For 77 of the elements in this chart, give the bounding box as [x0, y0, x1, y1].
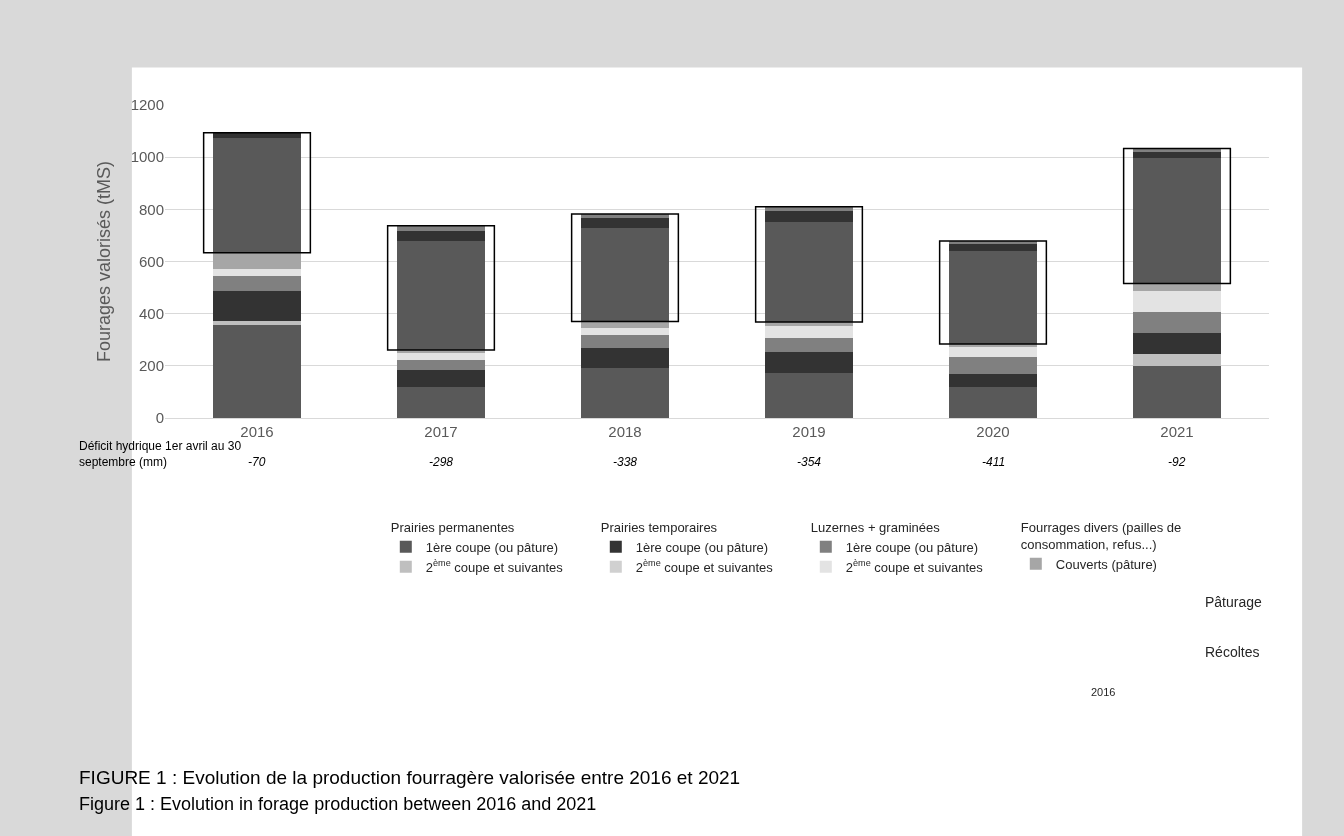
- bar: [1132, 365, 1222, 418]
- bar: [948, 386, 1038, 418]
- bar: [1132, 157, 1222, 284]
- legend-label: 2$^{ème}$ coupe et suivantes: [635, 558, 774, 575]
- text: -338: [613, 455, 638, 469]
- x-tick-label: 2020: [976, 423, 1010, 440]
- bar: [212, 269, 302, 277]
- text: -70: [248, 455, 266, 469]
- bar: [396, 359, 486, 371]
- y-tick-label: 800: [138, 200, 164, 218]
- legend-label: Couverts (pâture): [1055, 556, 1157, 572]
- bar: [580, 368, 670, 418]
- x-tick-label: 2021: [1160, 423, 1194, 440]
- bar: [212, 291, 302, 322]
- bar: [948, 244, 1038, 252]
- text: Luzernes + graminées: [810, 519, 941, 535]
- y-tick-label: 200: [138, 357, 164, 375]
- text: -298: [429, 455, 454, 469]
- bar: [396, 370, 486, 387]
- bar: [948, 357, 1038, 374]
- bar: [764, 326, 854, 339]
- legend-label: 1ère coupe (ou pâture): [425, 539, 559, 555]
- x-tick-label: 2017: [424, 423, 458, 440]
- y-tick-label: 0: [155, 409, 164, 427]
- text: Prairies temporaires: [600, 519, 718, 535]
- bar: [764, 352, 854, 374]
- text: -411: [982, 455, 1006, 469]
- x-tick-label: 2019: [792, 423, 826, 440]
- y-tick-label: 1000: [130, 148, 164, 166]
- y-tick-label: 600: [138, 252, 164, 270]
- bar: [948, 346, 1038, 358]
- bar: [580, 334, 670, 349]
- legend-label: 2$^{ème}$ coupe et suivantes: [425, 558, 564, 575]
- bar: [764, 221, 854, 323]
- text: Pâturage: [1205, 594, 1263, 610]
- bar: [396, 240, 486, 350]
- bar: [396, 353, 486, 360]
- legend-label: 2$^{ème}$ coupe et suivantes: [845, 558, 984, 575]
- text: -92: [1168, 455, 1186, 469]
- bar: [212, 321, 302, 326]
- bar: [212, 325, 302, 418]
- x-tick-label: 2018: [608, 423, 642, 440]
- x-tick-label: 2016: [240, 423, 274, 440]
- bar: [212, 137, 302, 253]
- bar: [396, 386, 486, 418]
- bar: [764, 373, 854, 418]
- text: Récoltes: [1205, 644, 1260, 660]
- bar: [948, 251, 1038, 344]
- bar: [580, 348, 670, 369]
- bar: [1132, 291, 1222, 313]
- text: Fourrages divers (pailles de consommation, refus...): [1020, 519, 1182, 552]
- legend-label: 1ère coupe (ou pâture): [635, 539, 769, 555]
- bar: [580, 218, 670, 228]
- bar: [764, 338, 854, 353]
- y-tick-label: 1200: [130, 96, 164, 114]
- bar: [948, 373, 1038, 387]
- y-axis-title: Fourages valorisés (tMS): [93, 160, 114, 363]
- bar: [1132, 151, 1222, 158]
- bar: [1132, 354, 1222, 366]
- bar: [580, 328, 670, 335]
- bar: [764, 206, 854, 211]
- bar: [1132, 312, 1222, 333]
- text: Prairies permanentes: [390, 519, 515, 535]
- bar: [212, 276, 302, 292]
- bar: [580, 227, 670, 322]
- y-tick-label: 400: [138, 304, 164, 322]
- text: Déficit hydrique 1er avril au 30 septembre (mm): [79, 439, 242, 469]
- text: -354: [797, 455, 822, 469]
- bar: [1132, 332, 1222, 355]
- legend-label: 1ère coupe (ou pâture): [845, 539, 979, 555]
- text: 2016: [1091, 686, 1116, 698]
- caption: Figure 1 : Evolution in forage production between 2016 and 2021: [79, 794, 597, 814]
- caption: FIGURE 1 : Evolution de la production fourragère valorisée entre 2016 et 2021: [79, 767, 741, 788]
- bar: [764, 210, 854, 222]
- bar: [396, 230, 486, 241]
- bar: [212, 132, 302, 138]
- bar: [212, 252, 302, 270]
